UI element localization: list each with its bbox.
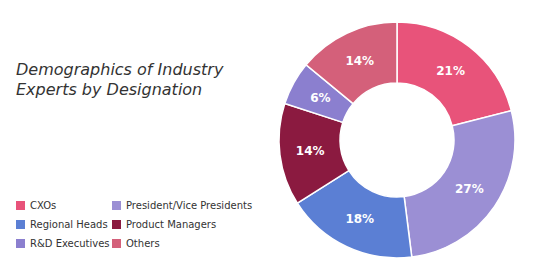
svg-text:21%: 21% <box>436 64 465 78</box>
html-text:Others: Others <box>126 238 160 249</box>
html-text:Product Managers: Product Managers <box>126 219 217 230</box>
svg-text:27%: 27% <box>455 182 484 196</box>
html-text:R&D Executives: R&D Executives <box>30 238 110 249</box>
html-text:Regional Heads: Regional Heads <box>30 219 108 230</box>
svg-text:14%: 14% <box>345 54 374 68</box>
html-text:Demographics of Industry Exper: Demographics of Industry Experts by Desi… <box>16 60 224 99</box>
html-text:CXOs: CXOs <box>30 200 57 211</box>
html-text:President/Vice Presidents: President/Vice Presidents <box>126 200 253 211</box>
svg-text:6%: 6% <box>310 91 330 105</box>
svg-text:18%: 18% <box>345 212 374 226</box>
svg-text:14%: 14% <box>296 144 325 158</box>
